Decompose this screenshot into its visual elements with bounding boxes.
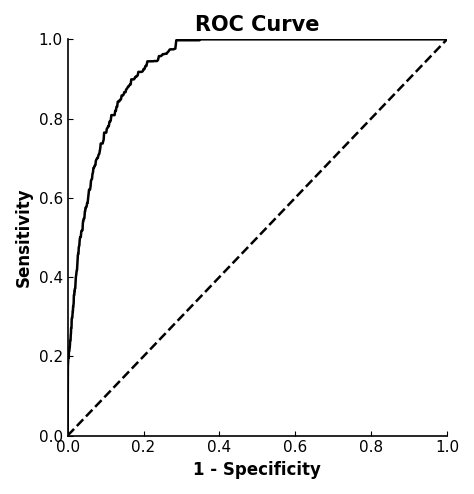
Y-axis label: Sensitivity: Sensitivity (15, 188, 33, 288)
X-axis label: 1 - Specificity: 1 - Specificity (193, 461, 321, 479)
Title: ROC Curve: ROC Curve (195, 15, 319, 35)
